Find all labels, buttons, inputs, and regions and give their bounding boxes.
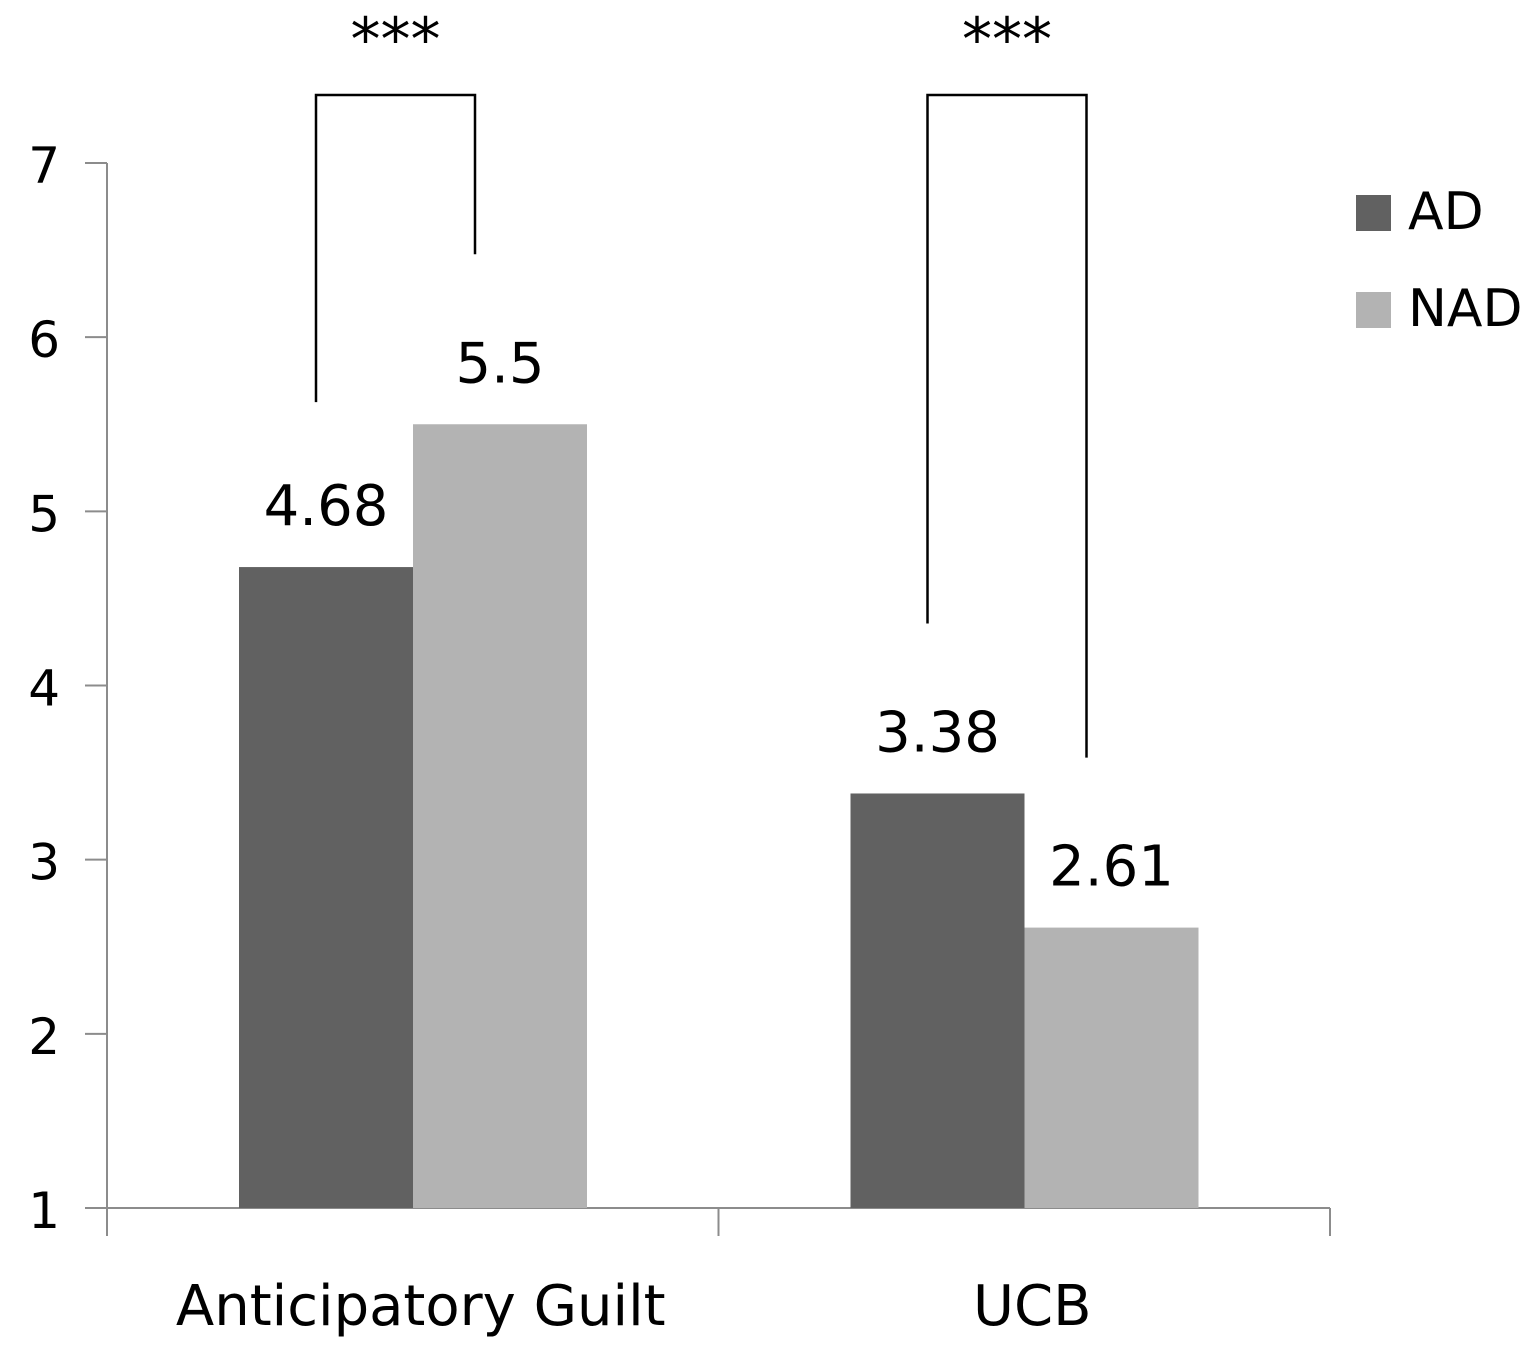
data-label: 2.61 <box>1049 835 1174 900</box>
significance-bracket <box>314 93 477 403</box>
significance-stars: *** <box>351 5 441 75</box>
bars <box>239 424 1199 1208</box>
y-tick-label: 7 <box>28 137 60 195</box>
legend-label: AD <box>1408 182 1484 242</box>
bar-ad-0 <box>239 567 413 1208</box>
significance-brackets: *** *** <box>314 5 1088 758</box>
axes: 1 2 3 4 5 6 7 Anticipatory Guilt UCB <box>28 137 1331 1339</box>
legend: AD NAD <box>1356 182 1523 339</box>
y-tick-label: 5 <box>28 485 60 543</box>
bar-nad-1 <box>1024 927 1199 1208</box>
legend-swatch-ad <box>1356 195 1391 231</box>
data-label: 4.68 <box>264 474 389 539</box>
y-tick-label: 3 <box>28 834 60 892</box>
data-labels: 4.68 5.5 3.38 2.61 <box>264 331 1174 899</box>
y-tick-label: 4 <box>28 660 60 718</box>
legend-label: NAD <box>1408 279 1523 339</box>
data-label: 5.5 <box>455 331 544 396</box>
significance-bracket <box>926 93 1088 758</box>
bar-ad-1 <box>850 793 1025 1208</box>
bar-nad-0 <box>413 424 587 1208</box>
data-label: 3.38 <box>875 700 1000 765</box>
x-tick-label: Anticipatory Guilt <box>176 1274 666 1339</box>
y-tick-label: 1 <box>28 1182 60 1240</box>
y-tick-label: 6 <box>28 311 60 369</box>
x-tick-label: UCB <box>973 1274 1092 1339</box>
significance-stars: *** <box>962 5 1052 75</box>
y-tick-label: 2 <box>28 1008 60 1066</box>
legend-swatch-nad <box>1356 292 1391 328</box>
